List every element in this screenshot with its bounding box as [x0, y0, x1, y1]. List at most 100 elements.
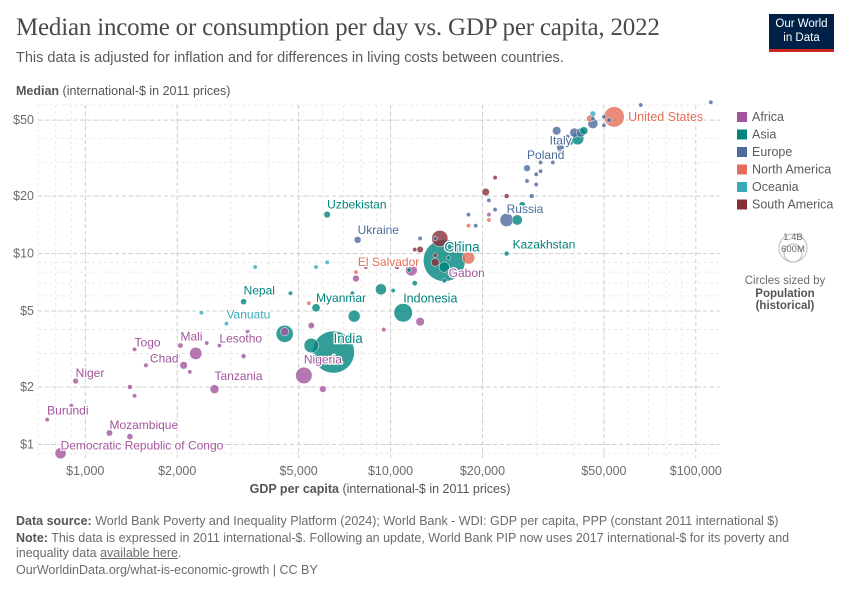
point-namibia[interactable] [381, 327, 387, 333]
legend-item-europe[interactable]: Europe [737, 145, 792, 159]
point-kazakhstan[interactable] [503, 250, 510, 257]
point-luxembourg[interactable] [708, 99, 714, 105]
point-israel[interactable] [568, 140, 574, 146]
point-benin[interactable] [245, 329, 250, 335]
point-malaysia[interactable] [518, 201, 526, 209]
point-bhutan[interactable] [390, 288, 396, 294]
legend-item-south-america[interactable]: South America [737, 198, 833, 212]
point-czechia[interactable] [561, 140, 567, 146]
point-rwanda[interactable] [187, 369, 193, 375]
point-mongolia[interactable] [406, 267, 412, 273]
point-democratic-republic-of-congo[interactable] [54, 447, 67, 460]
note-link[interactable]: available here [100, 546, 178, 560]
point-estonia[interactable] [550, 160, 556, 165]
point-togo[interactable] [132, 346, 137, 352]
point-malawi[interactable] [127, 384, 133, 390]
point-lithuania[interactable] [557, 149, 563, 155]
point-bulgaria[interactable] [492, 207, 498, 213]
point-myanmar[interactable] [311, 303, 321, 313]
point-morocco[interactable] [352, 274, 360, 283]
point-argentina[interactable] [481, 188, 490, 197]
point-austria[interactable] [601, 114, 607, 120]
point-guinea[interactable] [204, 340, 210, 346]
point-honduras[interactable] [306, 300, 312, 306]
point-ghana[interactable] [307, 322, 315, 329]
point-iran[interactable] [438, 261, 450, 273]
point-south-africa[interactable] [415, 317, 425, 327]
point-croatia[interactable] [538, 168, 544, 174]
point-australia[interactable] [589, 110, 596, 117]
point-niger[interactable] [72, 377, 79, 385]
point-bangladesh[interactable] [303, 337, 319, 354]
point-armenia[interactable] [446, 255, 452, 261]
point-romania[interactable] [529, 193, 535, 199]
point-north-macedonia[interactable] [454, 243, 460, 249]
point-uganda[interactable] [179, 361, 188, 370]
point-sweden[interactable] [601, 122, 607, 128]
point-philippines[interactable] [347, 309, 361, 323]
point-moldova[interactable] [417, 236, 423, 241]
point-central-african-republic[interactable] [68, 403, 74, 408]
point-angola[interactable] [319, 385, 327, 393]
point-tonga[interactable] [324, 259, 330, 265]
point-dominican-republic[interactable] [466, 223, 471, 229]
point-papua-new-guinea[interactable] [252, 264, 258, 270]
point-turkey[interactable] [511, 214, 523, 226]
point-netherlands[interactable] [606, 117, 612, 123]
point-tajikistan[interactable] [252, 286, 258, 292]
point-slovenia[interactable] [565, 134, 570, 140]
point-burundi[interactable] [44, 417, 50, 423]
point-uzbekistan[interactable] [323, 211, 331, 219]
point-madagascar[interactable] [126, 433, 134, 440]
point-burkina-faso[interactable] [174, 353, 181, 360]
legend-item-asia[interactable]: Asia [737, 128, 776, 142]
point-costa-rica[interactable] [486, 217, 492, 223]
point-kyrgyzstan[interactable] [288, 290, 293, 296]
point-ukraine[interactable] [353, 236, 362, 244]
point-tanzania[interactable] [209, 384, 220, 394]
point-vietnam[interactable] [375, 283, 387, 296]
point-mali[interactable] [177, 342, 184, 349]
point-chile[interactable] [503, 193, 510, 199]
point-gabon[interactable] [446, 269, 452, 275]
point-suriname[interactable] [432, 252, 438, 258]
point-chad[interactable] [143, 362, 149, 368]
credit-line[interactable]: OurWorldinData.org/what-is-economic-grow… [16, 563, 318, 577]
point-korea[interactable] [579, 126, 589, 135]
point-tunisia[interactable] [394, 262, 400, 268]
point-georgia[interactable] [441, 278, 447, 284]
point-laos[interactable] [349, 290, 355, 296]
point-ethiopia[interactable] [189, 346, 203, 360]
point-uruguay[interactable] [492, 175, 498, 181]
point-united-states[interactable] [603, 106, 625, 128]
point-belarus[interactable] [466, 212, 471, 218]
point-latvia[interactable] [533, 171, 539, 177]
point-italy[interactable] [552, 126, 562, 136]
legend-item-oceania[interactable]: Oceania [737, 180, 799, 194]
point-liberia[interactable] [132, 393, 137, 399]
point-sri-lanka[interactable] [411, 280, 418, 287]
point-greece[interactable] [524, 178, 530, 184]
point-indonesia[interactable] [393, 303, 413, 323]
point-portugal[interactable] [542, 154, 548, 160]
point-vanuatu[interactable] [223, 321, 229, 327]
point-albania[interactable] [432, 236, 438, 241]
point-zambia[interactable] [240, 353, 247, 359]
point-mexico[interactable] [461, 251, 476, 265]
point-kenya[interactable] [280, 327, 290, 337]
point-slovakia[interactable] [538, 160, 544, 165]
point-hungary[interactable] [533, 182, 539, 187]
point-samoa[interactable] [313, 264, 319, 270]
point-bolivia[interactable] [363, 264, 369, 270]
region-legend[interactable]: Africa Asia Europe North America Oceania Sout… [737, 110, 833, 212]
point-colombia[interactable] [430, 258, 440, 267]
point-nepal[interactable] [240, 298, 247, 305]
point-lesotho[interactable] [216, 343, 222, 348]
point-paraguay[interactable] [412, 247, 418, 252]
point-montenegro[interactable] [486, 197, 492, 203]
point-nigeria[interactable] [295, 366, 313, 384]
point-brazil[interactable] [431, 230, 449, 247]
point-norway[interactable] [638, 102, 644, 108]
point-el-salvador[interactable] [353, 269, 359, 275]
point-panama[interactable] [533, 207, 539, 213]
